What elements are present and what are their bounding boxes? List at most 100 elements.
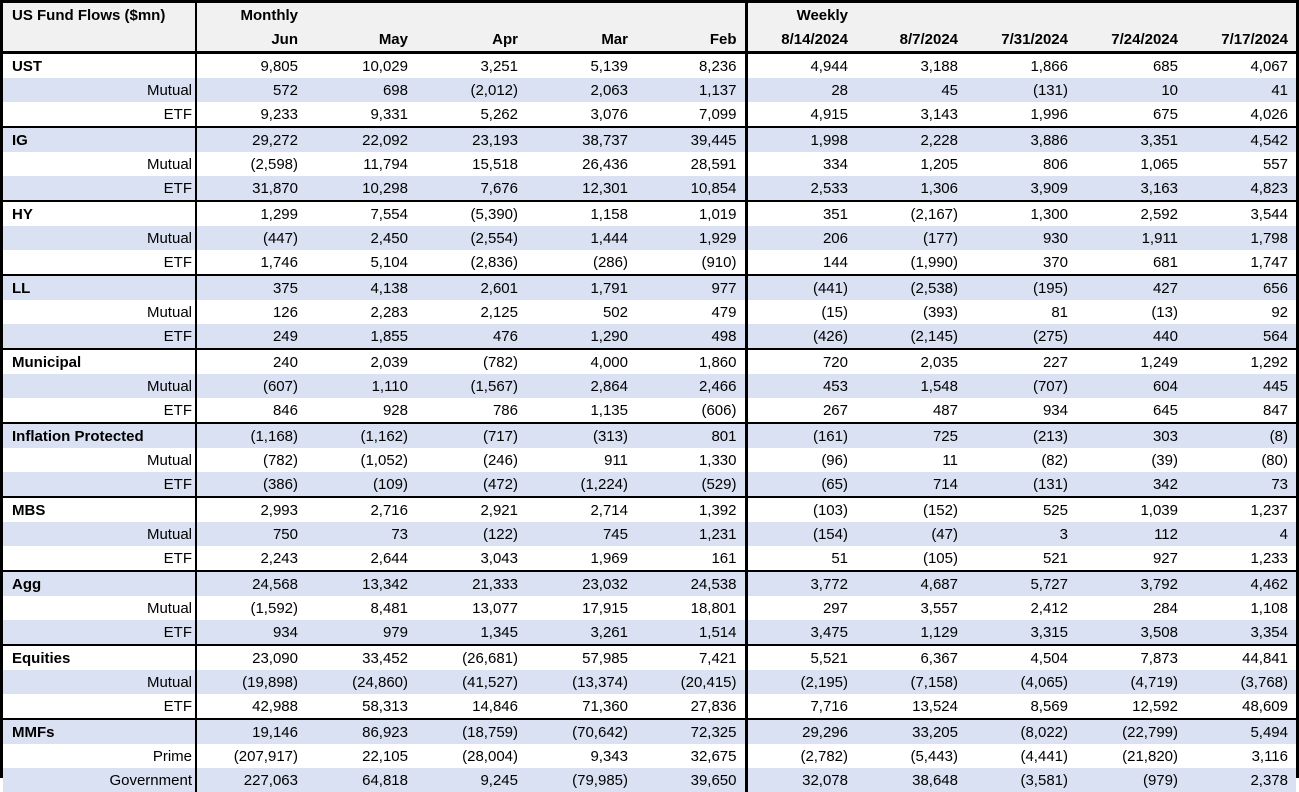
- value-cell: 126: [272, 303, 298, 321]
- value-cell: (20,415): [636, 670, 746, 694]
- value-cell: 28,591: [690, 155, 737, 173]
- value-cell: 1,866: [966, 51, 1076, 78]
- table-row: Mutual 750 73 (122) 745 1,231 (154) (47) 3 112 4: [3, 522, 1296, 546]
- value-cell: (161): [744, 422, 856, 448]
- row-label: Mutual: [3, 226, 197, 250]
- value-cell: 1,108: [1250, 599, 1288, 617]
- value-cell: (441): [744, 274, 856, 300]
- row-label: ETF: [3, 102, 197, 127]
- value-cell: (3,581): [966, 768, 1076, 792]
- value-cell: (96): [744, 448, 856, 472]
- value-cell: (782): [416, 348, 526, 374]
- value-cell: 10,029: [306, 51, 416, 78]
- value-cell: (606): [701, 401, 737, 419]
- value-cell: 750: [196, 522, 306, 546]
- value-cell: 31,870: [196, 176, 306, 201]
- group-label: IG: [3, 126, 197, 152]
- value-cell: 7,716: [744, 694, 856, 719]
- value-cell: (2,195): [744, 670, 856, 694]
- value-cell: (82): [1041, 451, 1068, 469]
- column-header: 7/31/2024: [966, 27, 1076, 54]
- value-cell: (195): [966, 274, 1076, 300]
- value-cell: 227,063: [196, 768, 306, 792]
- value-cell: 745: [526, 522, 636, 546]
- value-cell: 930: [966, 226, 1076, 250]
- value-cell: 45: [856, 78, 966, 102]
- value-cell: (2,145): [856, 324, 966, 349]
- value-cell: 2,601: [416, 274, 526, 300]
- value-cell: 927: [1152, 549, 1178, 567]
- value-cell: 1,444: [526, 226, 636, 250]
- value-cell: 1,231: [636, 522, 746, 546]
- value-cell: 3,143: [920, 105, 958, 123]
- value-cell: 720: [744, 348, 856, 374]
- table-row: IG 29,272 22,092 23,193 38,737 39,445 1,998 2,2…: [3, 126, 1296, 152]
- value-cell: 13,524: [912, 697, 958, 715]
- column-header: Apr: [416, 27, 526, 54]
- column-header: Feb: [636, 27, 746, 54]
- value-cell: 6,367: [856, 644, 966, 670]
- value-cell: 1,019: [636, 200, 746, 226]
- value-cell: 1,158: [526, 200, 636, 226]
- row-label: Mutual: [3, 448, 197, 472]
- value-cell: (246): [482, 451, 518, 469]
- value-cell: (2,012): [416, 78, 526, 102]
- value-cell: (607): [196, 374, 306, 398]
- value-cell: 3: [966, 522, 1076, 546]
- value-cell: (707): [966, 374, 1076, 398]
- value-cell: 1,392: [636, 496, 746, 522]
- column-header: 7/17/2024: [1186, 27, 1296, 54]
- group-label: HY: [3, 200, 197, 226]
- value-cell: 1,290: [526, 324, 636, 349]
- value-cell: 297: [744, 596, 856, 620]
- value-cell: 698: [306, 78, 416, 102]
- value-cell: 22,105: [362, 747, 408, 765]
- table-row: Mutual (2,598) 11,794 15,518 26,436 28,591 334…: [3, 152, 1296, 176]
- value-cell: 240: [196, 348, 306, 374]
- value-cell: (2,782): [744, 744, 856, 768]
- value-cell: 564: [1186, 324, 1296, 349]
- value-cell: 7,421: [636, 644, 746, 670]
- value-cell: 3,315: [966, 620, 1076, 645]
- value-cell: 28: [744, 78, 856, 102]
- value-cell: 15,518: [472, 155, 518, 173]
- column-header: 8/14/2024: [744, 27, 856, 54]
- value-cell: (7,158): [856, 670, 966, 694]
- value-cell: 5,104: [370, 253, 408, 271]
- value-cell: 72,325: [636, 718, 746, 744]
- value-cell: 1,237: [1186, 496, 1296, 522]
- value-cell: 351: [744, 200, 856, 226]
- value-cell: 370: [1042, 253, 1068, 271]
- table-row: ETF 249 1,855 476 1,290 498 (426) (2,145) (275) 4…: [3, 324, 1296, 349]
- value-cell: 10,298: [306, 176, 416, 201]
- table-row: Mutual (447) 2,450 (2,554) 1,444 1,929 206 (177…: [3, 226, 1296, 250]
- table-row: ETF 31,870 10,298 7,676 12,301 10,854 2,533 1,3…: [3, 176, 1296, 201]
- value-cell: 3,544: [1186, 200, 1296, 226]
- value-cell: (207,917): [233, 747, 298, 765]
- value-cell: (152): [856, 496, 966, 522]
- column-header: 7/24/2024: [1076, 27, 1186, 54]
- value-cell: 3,354: [1186, 620, 1296, 645]
- value-cell: 1,039: [1076, 496, 1186, 522]
- value-cell: (529): [636, 472, 746, 497]
- value-cell: 42,988: [252, 697, 298, 715]
- value-cell: 934: [1042, 401, 1068, 419]
- group-label: Equities: [3, 644, 197, 670]
- value-cell: 427: [1076, 274, 1186, 300]
- value-cell: 979: [306, 620, 416, 645]
- table-title: US Fund Flows ($mn): [3, 3, 197, 27]
- value-cell: 57,985: [526, 644, 636, 670]
- value-cell: (28,004): [462, 747, 518, 765]
- value-cell: (13): [1151, 303, 1178, 321]
- value-cell: 71,360: [582, 697, 628, 715]
- value-cell: 2,993: [196, 496, 306, 522]
- value-cell: 3,792: [1076, 570, 1186, 596]
- value-cell: (1,224): [526, 472, 636, 497]
- data-table: US Fund Flows ($mn) Monthly Weekly Jun Ma…: [3, 3, 1296, 792]
- value-cell: (275): [966, 324, 1076, 349]
- value-cell: 12,301: [526, 176, 636, 201]
- value-cell: 445: [1186, 374, 1296, 398]
- value-cell: 4,504: [966, 644, 1076, 670]
- value-cell: 5,521: [744, 644, 856, 670]
- value-cell: 846: [272, 401, 298, 419]
